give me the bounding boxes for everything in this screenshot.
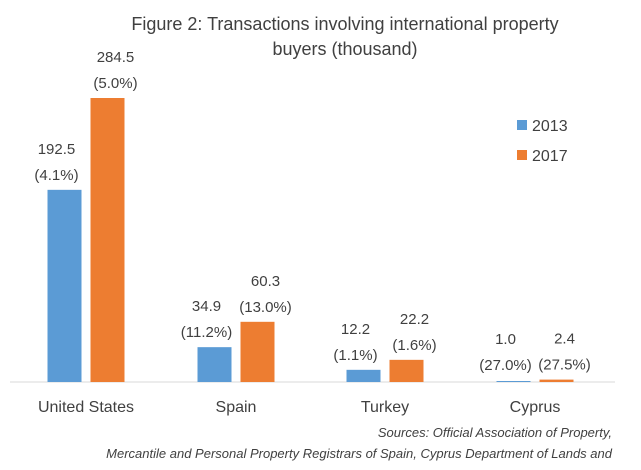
chart-title-line1: Figure 2: Transactions involving interna… bbox=[131, 14, 558, 34]
category-label: United States bbox=[38, 399, 134, 416]
sources-line2: Mercantile and Personal Property Registr… bbox=[106, 446, 613, 461]
value-label: 2.4 bbox=[554, 331, 575, 348]
value-label: 284.5 bbox=[97, 49, 135, 66]
bar-2017-turkey bbox=[389, 359, 424, 382]
bar-2013-united-states bbox=[47, 189, 82, 382]
bar-2013-turkey bbox=[346, 369, 381, 382]
bar-2013-spain bbox=[197, 347, 232, 382]
chart-title-line2: buyers (thousand) bbox=[272, 39, 417, 59]
share-label: (1.6%) bbox=[392, 337, 436, 354]
share-label: (5.0%) bbox=[93, 75, 137, 92]
share-label: (1.1%) bbox=[333, 347, 377, 364]
bar-2017-united-states bbox=[90, 98, 125, 382]
legend-label-2017: 2017 bbox=[532, 148, 568, 165]
share-label: (13.0%) bbox=[239, 299, 292, 316]
bar-2017-cyprus bbox=[539, 379, 574, 382]
bar-2017-spain bbox=[240, 321, 275, 382]
value-label: 34.9 bbox=[192, 298, 221, 315]
legend-swatch-2013 bbox=[517, 120, 527, 130]
category-label: Turkey bbox=[361, 399, 409, 416]
category-label: Spain bbox=[216, 399, 257, 416]
bar-2013-cyprus bbox=[496, 381, 531, 382]
value-label: 22.2 bbox=[400, 311, 429, 328]
legend-swatch-2017 bbox=[517, 150, 527, 160]
value-label: 192.5 bbox=[38, 141, 76, 158]
share-label: (11.2%) bbox=[181, 324, 232, 341]
category-label: Cyprus bbox=[510, 399, 561, 416]
legend-label-2013: 2013 bbox=[532, 118, 568, 135]
value-label: 60.3 bbox=[251, 273, 280, 290]
share-label: (4.1%) bbox=[34, 167, 78, 184]
sources-line1: Sources: Official Association of Propert… bbox=[378, 425, 612, 440]
share-label: (27.5%) bbox=[538, 357, 591, 374]
share-label: (27.0%) bbox=[479, 357, 532, 374]
value-label: 12.2 bbox=[341, 321, 370, 338]
value-label: 1.0 bbox=[495, 331, 516, 348]
